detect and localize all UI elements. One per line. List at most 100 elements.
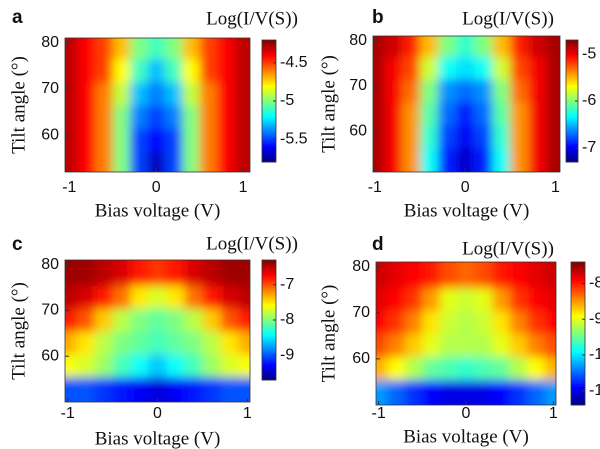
heat-cell xyxy=(216,38,235,60)
y-tick-label: 60 xyxy=(41,347,59,364)
heat-cell xyxy=(184,376,203,402)
colorbar-step xyxy=(262,135,276,138)
heat-cell xyxy=(401,56,421,80)
heatmap xyxy=(65,38,250,172)
colorbar-step xyxy=(262,292,276,295)
y-tick-label: 70 xyxy=(352,304,370,321)
heat-cell xyxy=(383,36,403,57)
colorbar-step xyxy=(262,366,276,369)
y-axis-label: Tilt angle (°) xyxy=(8,282,29,380)
heat-cell xyxy=(492,379,511,405)
colorbar-frame xyxy=(570,261,586,406)
heat-cell xyxy=(401,124,421,148)
colorbar-step xyxy=(566,131,578,134)
colorbar-step xyxy=(262,326,276,329)
colorbar-step xyxy=(566,52,578,55)
colorbar-step xyxy=(566,76,578,80)
heat-cell xyxy=(130,128,149,152)
heat-cell xyxy=(546,79,560,103)
heat-cell xyxy=(544,356,556,381)
colorbar-step xyxy=(571,271,585,275)
colorbar-tick-label: -8 xyxy=(589,275,600,292)
colorbar-step xyxy=(571,292,585,296)
colorbar-step xyxy=(262,370,276,373)
colorbar-step xyxy=(566,103,578,106)
colorbar-step xyxy=(566,115,578,118)
colorbar-step xyxy=(262,76,276,80)
colorbar-step xyxy=(571,385,585,389)
heat-cell xyxy=(546,101,560,125)
colorbar-step xyxy=(566,137,578,141)
heat-cell xyxy=(474,101,493,125)
colorbar-step xyxy=(571,340,585,344)
heat-cell xyxy=(112,260,132,286)
heat-cell xyxy=(438,147,457,172)
heat-cell xyxy=(510,147,529,172)
colorbar-step xyxy=(262,270,276,273)
colorbar-step xyxy=(262,346,276,349)
heat-cell xyxy=(182,128,201,152)
colorbar-step xyxy=(571,316,585,320)
heat-cell xyxy=(130,308,150,332)
heat-cell xyxy=(148,353,167,378)
colorbar-step xyxy=(566,96,578,100)
heat-cell xyxy=(492,310,511,334)
colorbar-step xyxy=(262,145,276,149)
colorbar-step xyxy=(566,159,578,163)
heat-cell xyxy=(376,262,388,288)
heat-cell xyxy=(439,333,458,358)
heat-cell xyxy=(510,101,529,125)
heat-cell xyxy=(404,356,423,381)
colorbar-step xyxy=(262,344,276,347)
heat-cell xyxy=(492,287,511,311)
heat-cell xyxy=(373,56,385,80)
colorbar-step xyxy=(571,397,585,401)
colorbar-step xyxy=(262,312,276,315)
panel-letter: a xyxy=(12,7,23,28)
colorbar-step xyxy=(566,157,578,161)
heat-cell xyxy=(130,38,149,60)
y-tick-label: 80 xyxy=(41,34,59,51)
colorbar-step xyxy=(571,314,585,318)
heat-cell xyxy=(544,379,556,405)
colorbar-step xyxy=(262,78,276,82)
colorbar-step xyxy=(262,374,276,377)
colorbar-step xyxy=(566,60,578,63)
colorbar-step xyxy=(566,117,578,120)
colorbar-step xyxy=(262,121,276,124)
heat-cell xyxy=(234,151,250,172)
heatmap-cells xyxy=(376,262,556,405)
heat-cell xyxy=(546,56,560,80)
heat-cell xyxy=(419,79,439,103)
heat-cell xyxy=(492,333,511,358)
colorbar-step xyxy=(262,296,276,299)
colorbar-step xyxy=(262,92,276,96)
heat-cell xyxy=(234,38,250,60)
colorbar-step xyxy=(571,290,585,294)
colorbar-step xyxy=(262,44,276,47)
colorbar-step xyxy=(571,319,585,322)
heat-cell xyxy=(383,79,403,103)
heat-cell xyxy=(439,287,458,311)
heat-cell xyxy=(112,376,132,402)
colorbar-step xyxy=(262,284,276,287)
colorbar-step xyxy=(566,56,578,59)
heat-cell xyxy=(376,356,388,381)
colorbar-step xyxy=(262,286,276,289)
heat-cell xyxy=(438,124,457,148)
colorbar-step xyxy=(566,143,578,147)
heat-cell xyxy=(474,310,493,334)
colorbar-step xyxy=(571,362,585,365)
y-axis-label: Tilt angle (°) xyxy=(318,55,339,153)
colorbar-step xyxy=(571,343,585,346)
heat-cell xyxy=(474,262,493,288)
heat-cell xyxy=(94,331,114,355)
colorbar-step xyxy=(262,74,276,77)
heat-cell xyxy=(147,151,166,172)
heat-cell xyxy=(401,101,421,125)
heat-cell xyxy=(439,379,458,405)
heat-cell xyxy=(373,147,385,172)
heat-cell xyxy=(65,38,79,60)
heat-cell xyxy=(216,105,235,129)
